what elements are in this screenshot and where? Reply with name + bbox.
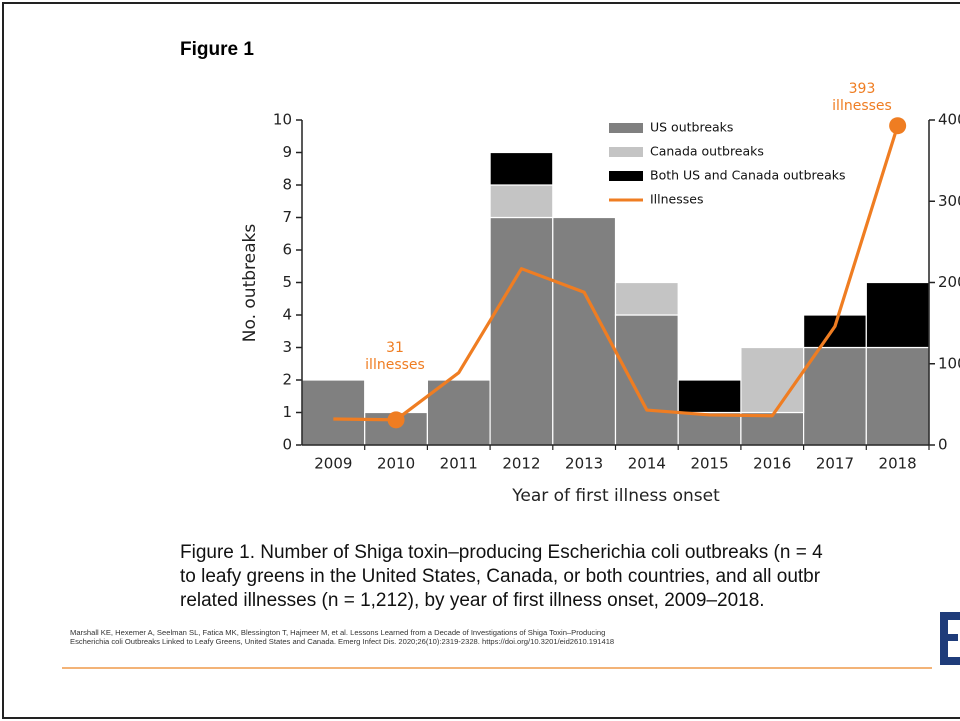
- y-tick-label: 0: [282, 436, 292, 454]
- annotation: 31: [386, 340, 404, 356]
- annotation: 393: [849, 81, 876, 97]
- legend-swatch: [609, 123, 643, 133]
- y-tick-label: 2: [282, 371, 292, 389]
- bar-segment: [677, 379, 742, 414]
- y2-tick-label: 100: [938, 354, 960, 372]
- caption-line: to leafy greens in the United States, Ca…: [180, 566, 821, 587]
- y2-tick-label: 200: [938, 273, 960, 291]
- legend-label: Illnesses: [650, 192, 703, 207]
- bar-segment: [489, 151, 554, 186]
- caption-line: related illnesses (n = 1,212), by year o…: [180, 590, 765, 611]
- y-tick-label: 10: [273, 111, 292, 129]
- bar-segment: [802, 346, 867, 446]
- bar-segment: [802, 314, 867, 349]
- bar-segment: [426, 379, 491, 446]
- x-axis-label: Year of first illness onset: [511, 486, 720, 506]
- x-tick-label: 2015: [690, 455, 728, 473]
- bar-segment: [740, 411, 805, 446]
- annotation: illnesses: [832, 98, 892, 114]
- x-tick-label: 2009: [314, 455, 352, 473]
- bar-segment: [677, 411, 742, 446]
- caption: Figure 1. Number of Shiga toxin–producin…: [180, 542, 823, 611]
- x-tick-label: 2018: [879, 455, 917, 473]
- y-tick-label: 8: [282, 176, 292, 194]
- bar-segment: [865, 346, 930, 446]
- citation-line: Marshall KE, Hexemer A, Seelman SL, Fati…: [70, 628, 605, 637]
- annotation: illnesses: [365, 357, 425, 373]
- x-tick-label: 2011: [440, 455, 478, 473]
- x-tick-label: 2016: [753, 455, 791, 473]
- bar-segment: [865, 281, 930, 349]
- highlight-point: [387, 411, 405, 429]
- x-tick-label: 2012: [502, 455, 540, 473]
- bar-segment: [489, 184, 554, 219]
- bar-segment: [489, 216, 554, 446]
- caption-line: Figure 1. Number of Shiga toxin–producin…: [180, 542, 823, 563]
- bar-segment: [301, 379, 366, 446]
- y2-tick-label: 0: [938, 436, 948, 454]
- y-tick-label: 7: [282, 208, 292, 226]
- bar-segment: [614, 314, 679, 446]
- legend-label: Canada outbreaks: [650, 144, 764, 159]
- y-tick-label: 4: [282, 306, 292, 324]
- citation: Marshall KE, Hexemer A, Seelman SL, Fati…: [70, 628, 614, 646]
- legend-swatch: [609, 147, 643, 157]
- highlight-point: [889, 117, 907, 135]
- bar-segment: [614, 281, 679, 316]
- legend-label: Both US and Canada outbreaks: [650, 168, 845, 183]
- x-tick-label: 2014: [628, 455, 666, 473]
- x-tick-label: 2010: [377, 455, 415, 473]
- figure-label: Figure 1: [180, 39, 254, 60]
- legend-swatch: [609, 171, 643, 181]
- y-tick-label: 5: [282, 273, 292, 291]
- x-tick-label: 2013: [565, 455, 603, 473]
- y-axis-label: No. outbreaks: [240, 224, 260, 343]
- x-tick-label: 2017: [816, 455, 854, 473]
- legend-label: US outbreaks: [650, 120, 733, 135]
- illness-line: [333, 125, 900, 422]
- y-tick-label: 3: [282, 338, 292, 356]
- y-tick-label: 1: [282, 403, 292, 421]
- y-tick-label: 6: [282, 241, 292, 259]
- bar-segment: [740, 346, 805, 414]
- y-tick-label: 9: [282, 143, 292, 161]
- citation-line: Escherichia coli Outbreaks Linked to Lea…: [70, 637, 614, 646]
- y2-tick-label: 300: [938, 192, 960, 210]
- y2-tick-label: 400: [938, 111, 960, 129]
- logo-fragment: [940, 612, 960, 665]
